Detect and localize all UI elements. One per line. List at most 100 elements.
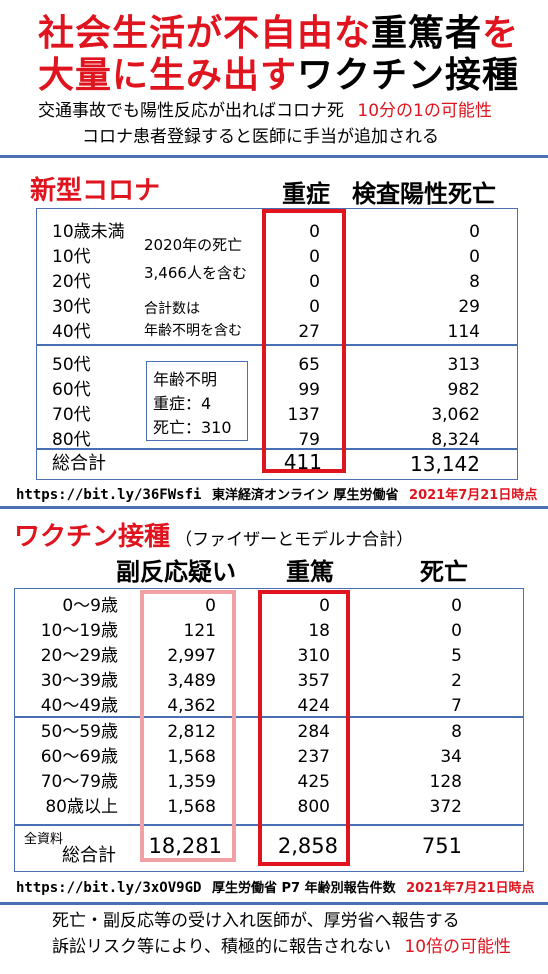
vaccine-table [14, 588, 524, 872]
vaccine-row-age: 80歳以上 [45, 797, 118, 817]
unknown-age-severe: 重症：4 [153, 394, 212, 413]
divider-bottom [0, 902, 548, 905]
title-line1-red: 社会生活が不自由な [38, 13, 372, 54]
corona-row-age: 30代 [52, 297, 91, 317]
corona-row-death: 3,062 [431, 405, 480, 425]
corona-row-severe: 0 [309, 272, 320, 292]
vaccine-row-death: 372 [429, 797, 462, 817]
corona-col-severe: 重症 [282, 180, 330, 208]
vaccine-side-highlight [140, 590, 236, 862]
vaccine-row-death: 34 [440, 747, 462, 767]
corona-source: https://bit.ly/36FWsfi 東洋経済オンライン 厚生労働省 2… [16, 484, 537, 503]
unknown-age-death: 死亡：310 [153, 418, 232, 437]
vaccine-row-side: 4,362 [167, 696, 216, 716]
corona-row-age: 80代 [52, 430, 91, 450]
divider-top [0, 155, 548, 158]
corona-row-death: 982 [447, 380, 480, 400]
corona-row-severe: 0 [309, 222, 320, 242]
corona-row-age: 50代 [52, 355, 91, 375]
corona-row-age: 40代 [52, 322, 91, 342]
vaccine-total-serious: 2,858 [277, 834, 338, 858]
corona-row-severe: 0 [309, 247, 320, 267]
vaccine-row-age: 70～79歳 [40, 772, 118, 792]
vaccine-row-side: 1,359 [167, 772, 216, 792]
corona-total-death: 13,142 [410, 452, 480, 476]
footer-line-2-text: 訴訟リスク等により、積極的に報告されない [52, 937, 391, 957]
vaccine-row-age: 60～69歳 [40, 747, 118, 767]
corona-row-death: 313 [447, 355, 480, 375]
corona-total-divider [36, 448, 518, 450]
subtitle-2: コロナ患者登録すると医師に手当が追加される [82, 127, 439, 147]
vaccine-row-death: 128 [429, 772, 462, 792]
vaccine-row-serious: 424 [297, 696, 330, 716]
subtitle-1-text: 交通事故でも陽性反応が出ればコロナ死 [38, 101, 344, 121]
vaccine-col-death: 死亡 [420, 558, 468, 586]
vaccine-total-side: 18,281 [148, 834, 222, 858]
corona-row-death: 29 [458, 297, 480, 317]
vaccine-col-serious: 重篤 [286, 558, 334, 586]
vaccine-row-side: 2,997 [167, 646, 216, 666]
vaccine-row-side: 0 [205, 596, 216, 616]
title-line2-red: 大量に生み出す [38, 55, 298, 96]
corona-row-age: 70代 [52, 405, 91, 425]
vaccine-row-age: 10～19歳 [40, 621, 118, 641]
corona-note-1: 2020年の死亡 [144, 236, 243, 254]
corona-row-severe: 0 [309, 297, 320, 317]
corona-note-3: 合計数は [144, 301, 200, 317]
vaccine-row-serious: 0 [319, 596, 330, 616]
corona-row-age: 10代 [52, 247, 91, 267]
vaccine-total-pre: 全資料 [24, 832, 64, 847]
title-line2-black: ワクチン接種 [297, 55, 520, 96]
corona-row-severe: 65 [298, 355, 320, 375]
vaccine-row-age: 30～39歳 [40, 671, 118, 691]
corona-row-death: 0 [469, 222, 480, 242]
vaccine-source: https://bit.ly/3xOV9GD 厚生労働省 P7 年齢別報告件数 … [16, 877, 534, 896]
unknown-age-title: 年齢不明 [153, 370, 218, 389]
vaccine-row-serious: 18 [308, 621, 330, 641]
corona-col-death: 検査陽性死亡 [352, 180, 496, 208]
vaccine-source-url[interactable]: https://bit.ly/3xOV9GD [16, 880, 202, 896]
subtitle-1-red: 10分の1の可能性 [357, 101, 492, 121]
corona-section-title: 新型コロナ [30, 176, 161, 206]
subtitle-1: 交通事故でも陽性反応が出ればコロナ死 10分の1の可能性 [38, 100, 492, 122]
vaccine-row-side: 121 [183, 621, 216, 641]
footer-line-1: 死亡・副反応等の受け入れ医師が、厚労省へ報告する [52, 911, 460, 931]
vaccine-row-side: 1,568 [167, 797, 216, 817]
corona-row-severe: 99 [298, 380, 320, 400]
vaccine-total-divider [14, 824, 524, 826]
unknown-age-box: 年齢不明 重症：4 死亡：310 [146, 361, 248, 441]
corona-note-4: 年齢不明を含む [144, 323, 242, 339]
vaccine-row-serious: 425 [297, 772, 330, 792]
corona-row-age: 20代 [52, 272, 91, 292]
vaccine-row-death: 2 [451, 671, 462, 691]
corona-total-label: 総合計 [52, 453, 106, 474]
vaccine-row-serious: 237 [297, 747, 330, 767]
vaccine-row-death: 5 [451, 646, 462, 666]
corona-row-death: 114 [447, 322, 480, 342]
vaccine-row-death: 8 [451, 722, 462, 742]
vaccine-row-side: 1,568 [167, 747, 216, 767]
vaccine-section-header: ワクチン接種 （ファイザーとモデルナ合計） [14, 516, 413, 553]
vaccine-col-side: 副反応疑い [116, 558, 236, 586]
corona-mid-divider [36, 344, 518, 346]
vaccine-serious-highlight [258, 590, 350, 866]
footer-line-2-red: 10倍の可能性 [404, 937, 512, 957]
corona-source-url[interactable]: https://bit.ly/36FWsfi [16, 487, 202, 503]
vaccine-row-death: 0 [451, 596, 462, 616]
vaccine-total-label: 総合計 [62, 845, 116, 866]
corona-row-age: 60代 [52, 380, 91, 400]
corona-row-death: 8,324 [431, 430, 480, 450]
vaccine-row-age: 20～29歳 [40, 646, 118, 666]
vaccine-row-serious: 310 [297, 646, 330, 666]
divider-mid [0, 506, 548, 509]
corona-severe-highlight [262, 209, 346, 473]
corona-row-severe: 27 [298, 322, 320, 342]
corona-row-death: 0 [469, 247, 480, 267]
footer-line-2: 訴訟リスク等により、積極的に報告されない 10倍の可能性 [52, 936, 511, 958]
corona-row-severe: 79 [298, 430, 320, 450]
vaccine-row-death: 0 [451, 621, 462, 641]
vaccine-row-serious: 357 [297, 671, 330, 691]
vaccine-row-side: 3,489 [167, 671, 216, 691]
corona-row-severe: 137 [287, 405, 320, 425]
vaccine-source-text: 厚生労働省 P7 年齢別報告件数 [211, 881, 396, 896]
